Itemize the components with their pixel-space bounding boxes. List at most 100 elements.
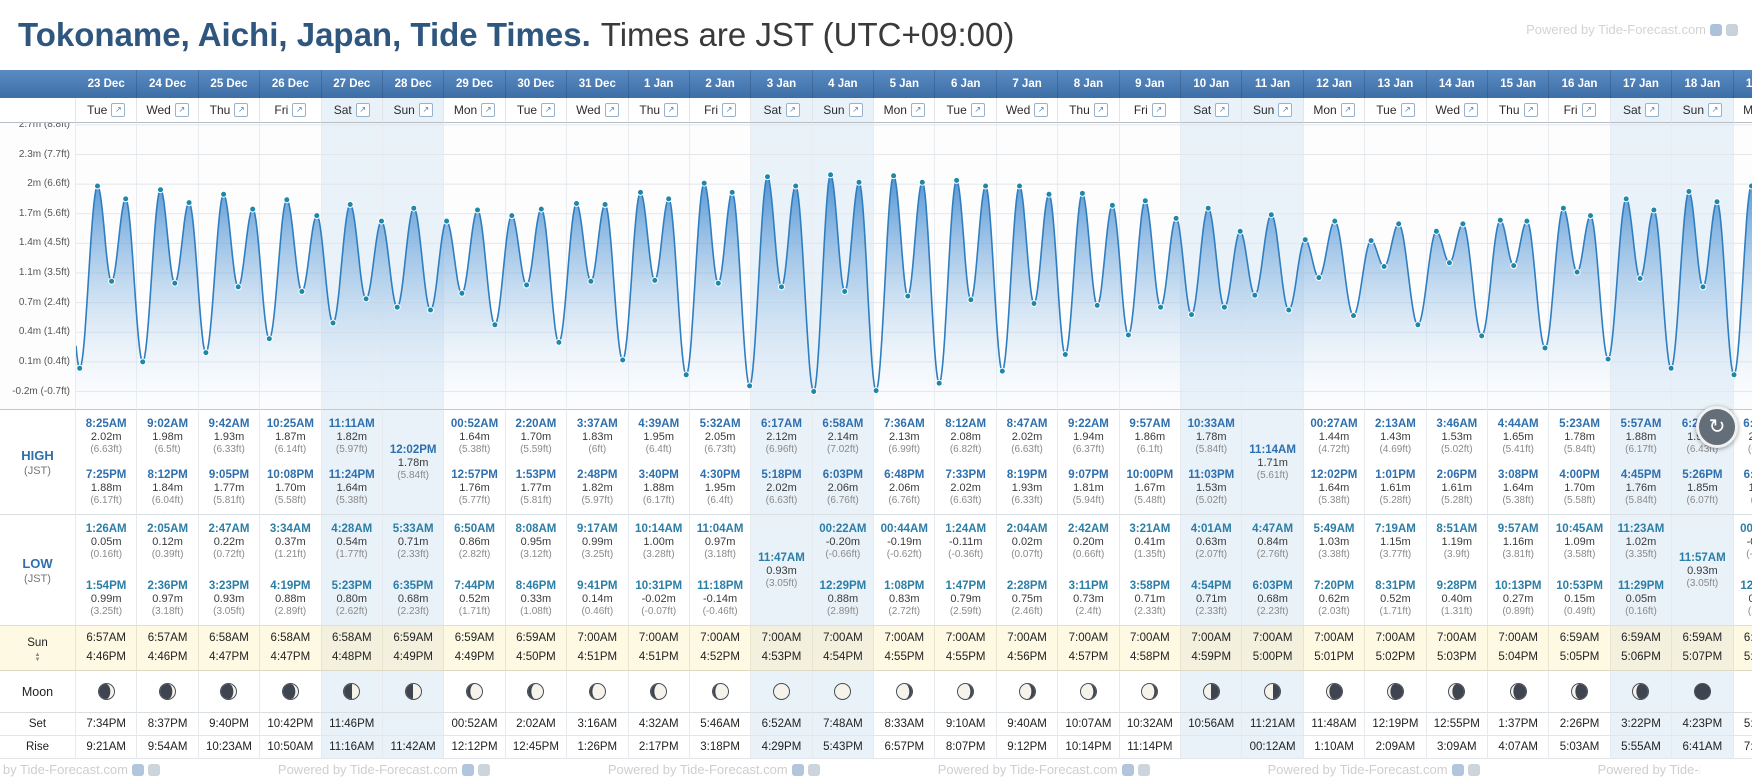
high-tide-cell: 10:25AM 1.87m (6.14ft) 10:08PM 1.70m (5.58ft) (260, 410, 322, 515)
external-link-icon[interactable]: ↗ (1523, 103, 1538, 117)
tide-time: 7:33PM (945, 469, 986, 481)
tide-height-ft: (6.43ft) (1686, 444, 1719, 455)
moon-cell (689, 671, 752, 713)
tide-entry: 6:03PM 0.68m (2.23ft) (1243, 579, 1301, 618)
tide-time: 5:26PM (1682, 469, 1723, 481)
reload-button[interactable]: ↻ (1696, 406, 1738, 448)
tide-height-ft: (-0.66ft) (825, 549, 861, 560)
external-link-icon[interactable]: ↗ (292, 103, 307, 117)
external-link-icon[interactable]: ↗ (1400, 103, 1415, 117)
moon-phase-icon (1141, 683, 1159, 700)
tide-height-m: 1.03m (1318, 536, 1350, 548)
moonset-cell: 9:40PM (198, 713, 261, 736)
tide-height-m: 1.64m (1318, 482, 1350, 494)
external-link-icon[interactable]: ↗ (174, 103, 189, 117)
external-link-icon[interactable]: ↗ (418, 103, 433, 117)
tide-entry: 3:21AM 0.41m (1.35ft) (1121, 522, 1179, 561)
tide-entry: 6:50AM 0.86m (2.82ft) (445, 522, 503, 561)
moon-phase-icon (1079, 683, 1097, 700)
sun-cell: 6:58AM 4:48PM (321, 626, 383, 671)
weekday-cell: Mon ↗ (444, 98, 506, 123)
day-column: 31 Dec Wed ↗ 3:37AM 1.83m (6ft) 2:48PM 1.82m (5.… (567, 70, 629, 759)
date-header: 15 Jan (1487, 70, 1550, 98)
tide-height-ft: (1.71ft) (458, 606, 491, 617)
tide-height-ft: (-0.07ft) (1746, 549, 1752, 560)
tide-entry: 9:22AM 1.94m (6.37ft) (1059, 417, 1117, 456)
tide-height-ft: (6.14ft) (274, 444, 307, 455)
low-tide-cell: 1:24AM -0.11m (-0.36ft) 1:47PM 0.79m (2.59ft) (935, 515, 997, 626)
high-tide-cell: 9:22AM 1.94m (6.37ft) 9:07PM 1.81m (5.94ft) (1058, 410, 1120, 515)
tide-height-m: 0.27m (1502, 593, 1534, 605)
tide-height-m: 2.12m (766, 431, 797, 443)
external-link-icon[interactable]: ↗ (664, 103, 679, 117)
tide-height-m: 1.82m (582, 482, 613, 494)
tide-height-ft: (5.58ft) (274, 495, 307, 506)
tide-table: 2.7m (8.8ft) 2.3m (7.7ft) 2m (6.6ft) 1.7m (… (0, 70, 1752, 759)
sun-cell: 7:00AM 4:52PM (689, 626, 752, 671)
tide-height-ft: (6.4ft) (707, 495, 734, 506)
tide-entry: 2:42AM 0.20m (0.66ft) (1059, 522, 1117, 561)
sun-cell: 7:00AM 4:54PM (812, 626, 875, 671)
external-link-icon[interactable]: ↗ (234, 103, 249, 117)
tide-height-m: 1.78m (397, 456, 429, 469)
external-link-icon[interactable]: ↗ (722, 103, 737, 117)
tide-height-m: 2.08m (950, 431, 981, 443)
tide-height-ft: (5.84ft) (1563, 444, 1596, 455)
external-link-icon[interactable]: ↗ (1093, 103, 1108, 117)
date-header: 28 Dec (382, 70, 445, 98)
external-link-icon[interactable]: ↗ (1151, 103, 1166, 117)
external-link-icon[interactable]: ↗ (1215, 103, 1230, 117)
moon-phase-icon (834, 683, 852, 700)
external-link-icon[interactable]: ↗ (1581, 103, 1596, 117)
sun-cell: 6:59AM 4:50PM (505, 626, 568, 671)
tide-height-ft: (5.02ft) (1440, 444, 1473, 455)
moonrise-cell: 5:03AM (1549, 736, 1611, 759)
external-link-icon[interactable]: ↗ (1034, 103, 1049, 117)
tide-height-m: 1.92m (1748, 482, 1752, 494)
sunset-arrow-icon: ▼ (34, 656, 41, 663)
external-link-icon[interactable]: ↗ (1464, 103, 1479, 117)
external-link-icon[interactable]: ↗ (111, 103, 126, 117)
external-link-icon[interactable]: ↗ (970, 103, 985, 117)
low-tide-cell: 9:57AM 1.16m (3.81ft) 10:13PM 0.27m (0.89ft) (1487, 515, 1550, 626)
tide-height-ft: (2.07ft) (1195, 549, 1228, 560)
page-title-location: Tokoname, Aichi, Japan, Tide Times. (18, 16, 591, 53)
sun-cell: 7:00AM 4:58PM (1119, 626, 1182, 671)
tide-height-ft: (5.59ft) (520, 444, 552, 455)
tide-time: 10:53PM (1556, 580, 1603, 592)
chart-column (137, 123, 199, 410)
tide-height-ft: (4.69ft) (1379, 444, 1412, 455)
tide-time: 5:33AM (392, 523, 434, 535)
external-link-icon[interactable]: ↗ (541, 103, 556, 117)
external-link-icon[interactable]: ↗ (910, 103, 925, 117)
tide-height-ft: (-0.07ft) (641, 606, 677, 617)
external-link-icon[interactable]: ↗ (1340, 103, 1355, 117)
external-link-arrow: ↗ (544, 105, 552, 114)
moonrise-cell: 10:14PM (1058, 736, 1120, 759)
page-title-timezone: Times are JST (UTC+09:00) (600, 16, 1015, 53)
moon-phase-icon (1325, 683, 1343, 700)
external-link-icon[interactable]: ↗ (481, 103, 496, 117)
external-link-icon[interactable]: ↗ (848, 103, 863, 117)
external-link-icon[interactable]: ↗ (1708, 103, 1723, 117)
tide-entry: 6:56AM2.02m(6.63ft) (1735, 417, 1752, 456)
external-link-icon[interactable]: ↗ (785, 103, 800, 117)
moon-phase-icon (1202, 683, 1220, 700)
external-link-icon[interactable]: ↗ (355, 103, 370, 117)
tide-height-m: 2.02m (950, 482, 981, 494)
tide-entry: 00:52AM 1.64m (5.38ft) (445, 417, 503, 456)
low-tide-cell: 5:33AM 0.71m (2.33ft) 6:35PM 0.68m (2.23ft) (382, 515, 445, 626)
sunset-time: 4:56PM (1007, 651, 1047, 663)
tide-entry: 1:26AM 0.05m (0.16ft) (77, 522, 135, 561)
tide-entry: 8:51AM 1.19m (3.9ft) (1428, 522, 1486, 561)
external-link-icon[interactable]: ↗ (1278, 103, 1293, 117)
date-header: 9 Jan (1119, 70, 1182, 98)
moon-phase-icon (1018, 683, 1036, 700)
external-link-icon[interactable]: ↗ (604, 103, 619, 117)
tide-height-ft: (5.97ft) (581, 495, 614, 506)
external-link-icon[interactable]: ↗ (1644, 103, 1659, 117)
tide-height-ft: (6.63ft) (90, 444, 123, 455)
tide-time: 3:08PM (1498, 469, 1539, 481)
y-axis-label: 1.1m (3.5ft) (18, 267, 70, 278)
high-tide-cell: 4:39AM 1.95m (6.4ft) 3:40PM 1.88m (6.17ft) (628, 410, 690, 515)
